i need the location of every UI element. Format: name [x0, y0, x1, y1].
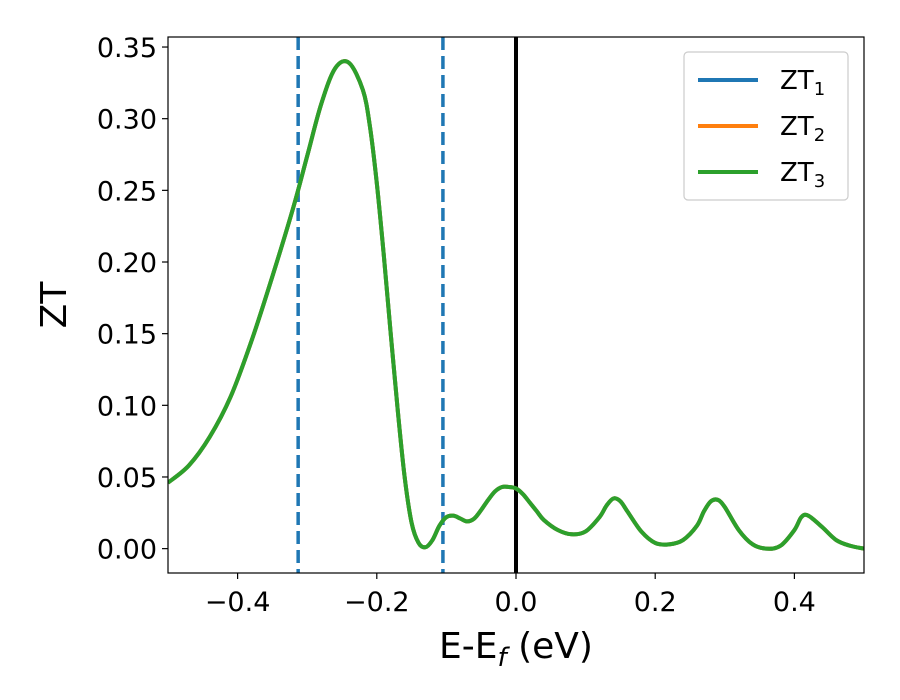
y-tick-label: 0.05: [97, 463, 157, 494]
x-axis-title-main: E-E: [439, 626, 497, 667]
y-tick-label: 0.15: [97, 320, 157, 351]
y-axis-title: ZT: [34, 281, 75, 329]
x-tick-label: −0.4: [205, 587, 271, 618]
y-tick-label: 0.25: [97, 176, 157, 207]
y-tick-label: 0.00: [97, 535, 157, 566]
series-lines: [168, 59, 864, 551]
x-tick-label: 0.0: [495, 587, 538, 618]
y-tick-label: 0.30: [97, 105, 157, 136]
x-tick-label: 0.4: [773, 587, 816, 618]
legend-box: [683, 51, 849, 201]
x-tick-label: −0.2: [344, 587, 410, 618]
legend-label-ZT3: ZT3: [780, 158, 825, 192]
legend-label-ZT2: ZT2: [780, 112, 825, 146]
x-axis-title-rest: (eV): [507, 626, 593, 667]
x-axis-title: E-Ef (eV): [439, 626, 593, 673]
axes: −0.4 −0.2 0.0 0.2 0.4 0.00 0.05 0.10 0.15 0.20 0.2…: [97, 33, 865, 618]
y-tick-label: 0.10: [97, 391, 157, 422]
y-tick-label: 0.35: [97, 33, 157, 64]
legend: ZT1 ZT2 ZT3: [683, 51, 849, 201]
x-tick-label: 0.2: [634, 587, 677, 618]
series-line-ZT3: [168, 59, 864, 551]
y-tick-label: 0.20: [97, 248, 157, 279]
legend-label-ZT1: ZT1: [780, 66, 825, 100]
vertical-lines: [296, 37, 518, 573]
